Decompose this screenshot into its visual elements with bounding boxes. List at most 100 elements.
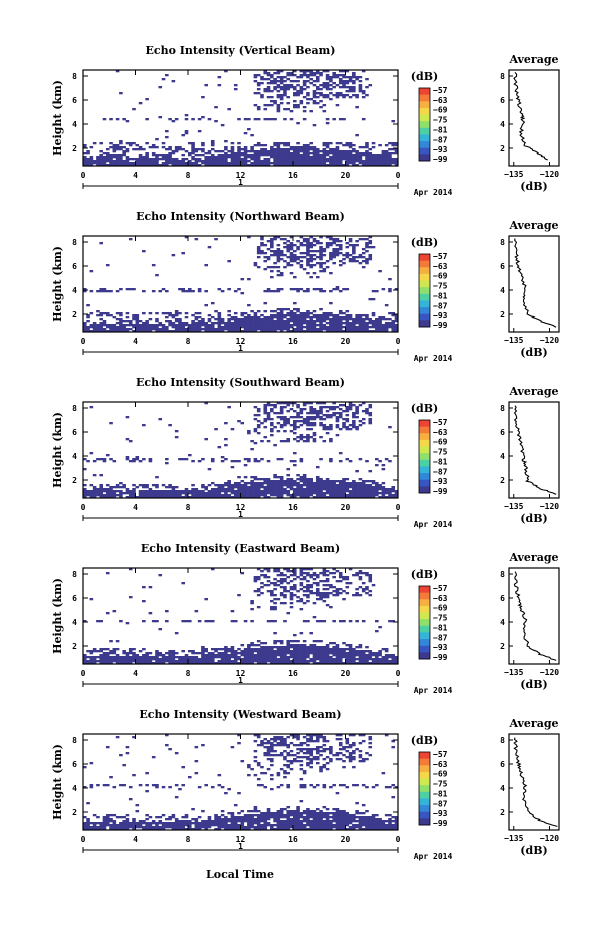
heatmap-cell	[279, 162, 284, 165]
heatmap-cell	[142, 160, 146, 163]
heatmap-cell	[306, 94, 310, 97]
heatmap-cell	[361, 266, 366, 269]
heatmap-cell	[302, 322, 307, 325]
heatmap-cell	[338, 648, 343, 651]
heatmap-cell	[315, 476, 320, 479]
heatmap-cell	[233, 330, 238, 333]
heatmap-cell	[312, 100, 317, 103]
heatmap-cell	[260, 820, 264, 823]
heatmap-cell	[155, 476, 159, 479]
heatmap-cell	[309, 568, 313, 571]
colorbar: (dB)−57−63−69−75−81−87−93−99	[411, 402, 448, 496]
heatmap-cell	[178, 288, 182, 291]
heatmap-cell	[273, 642, 277, 645]
heatmap-cell	[204, 658, 208, 661]
heatmap-cell	[358, 822, 363, 825]
heatmap-cell	[299, 588, 304, 591]
heatmap-cell	[256, 252, 261, 255]
heatmap-cell	[355, 416, 359, 419]
heatmap-cell	[230, 496, 235, 499]
heatmap-cell	[263, 104, 268, 107]
heatmap-cell	[293, 318, 297, 321]
heatmap-cell	[214, 238, 218, 241]
heatmap-cell	[263, 150, 268, 153]
heatmap-cell	[145, 142, 149, 145]
heatmap-cell	[188, 152, 192, 155]
heatmap-cell	[181, 822, 186, 825]
heatmap-cell	[309, 70, 313, 73]
heatmap-cell	[227, 328, 231, 331]
heatmap-cell	[253, 484, 258, 487]
heatmap-cell	[89, 660, 94, 663]
heatmap-cell	[293, 822, 297, 825]
heatmap-cell	[197, 290, 202, 293]
heatmap-cell	[283, 108, 287, 111]
heatmap-cell	[306, 490, 310, 493]
heatmap-cell	[348, 496, 353, 499]
heatmap-cell	[168, 314, 172, 317]
heatmap-cell	[155, 138, 159, 141]
heatmap-cell	[293, 572, 297, 575]
heatmap-cell	[128, 648, 133, 651]
heatmap-cell	[319, 262, 323, 265]
heatmap-cell	[273, 656, 277, 659]
heatmap-cell	[306, 402, 310, 405]
heatmap-cell	[394, 318, 399, 321]
heatmap-cell	[329, 88, 333, 91]
heatmap-cell	[194, 824, 199, 827]
heatmap-cell	[210, 162, 215, 165]
heatmap-cell	[319, 492, 323, 495]
heatmap-cell	[348, 490, 353, 493]
heatmap-cell	[302, 80, 307, 83]
heatmap-cell	[207, 468, 212, 471]
heatmap-cell	[286, 410, 291, 413]
heatmap-cell	[286, 658, 291, 661]
heatmap-cell	[276, 312, 281, 315]
heatmap-cell	[329, 482, 333, 485]
heatmap-cell	[302, 74, 307, 77]
heatmap-cell	[293, 146, 297, 149]
heatmap-cell	[276, 290, 281, 293]
heatmap-cell	[342, 164, 346, 167]
heatmap-cell	[355, 428, 359, 431]
heatmap-cell	[125, 148, 130, 151]
heatmap-cell	[194, 818, 199, 821]
heatmap-cell	[342, 312, 346, 315]
heatmap-cell	[325, 818, 330, 821]
heatmap-cell	[322, 152, 327, 155]
heatmap-cell	[171, 662, 176, 665]
heatmap-cell	[250, 150, 254, 153]
heatmap-cell	[184, 114, 189, 117]
heatmap-cell	[283, 320, 287, 323]
heatmap-cell	[338, 656, 343, 659]
heatmap-cell	[83, 484, 87, 487]
heatmap-cell	[168, 490, 172, 493]
heatmap-cell	[325, 578, 330, 581]
date-label: 1	[238, 344, 243, 353]
heatmap-cell	[322, 646, 327, 649]
heatmap-cell	[260, 322, 264, 325]
heatmap-cell	[165, 652, 169, 655]
heatmap-cell	[342, 654, 346, 657]
heatmap-cell	[315, 576, 320, 579]
heatmap-cell	[329, 92, 333, 95]
heatmap-cell	[227, 320, 231, 323]
heatmap-cell	[384, 318, 389, 321]
heatmap-cell	[365, 246, 369, 249]
heatmap-cell	[256, 310, 261, 313]
heatmap-cell	[92, 828, 97, 831]
heatmap-cell	[289, 580, 294, 583]
heatmap-cell	[368, 650, 373, 653]
heatmap-cell	[263, 108, 268, 111]
heatmap-cell	[273, 266, 277, 269]
heatmap-cell	[197, 288, 202, 291]
heatmap-cell	[384, 162, 389, 165]
heatmap-cell	[348, 152, 353, 155]
heatmap-cell	[352, 156, 356, 159]
heatmap-cell	[220, 158, 225, 161]
heatmap-cell	[309, 328, 313, 331]
heatmap-cell	[279, 310, 284, 313]
heatmap-cell	[299, 154, 304, 157]
heatmap-cell	[319, 250, 323, 253]
heatmap-cell	[329, 80, 333, 83]
